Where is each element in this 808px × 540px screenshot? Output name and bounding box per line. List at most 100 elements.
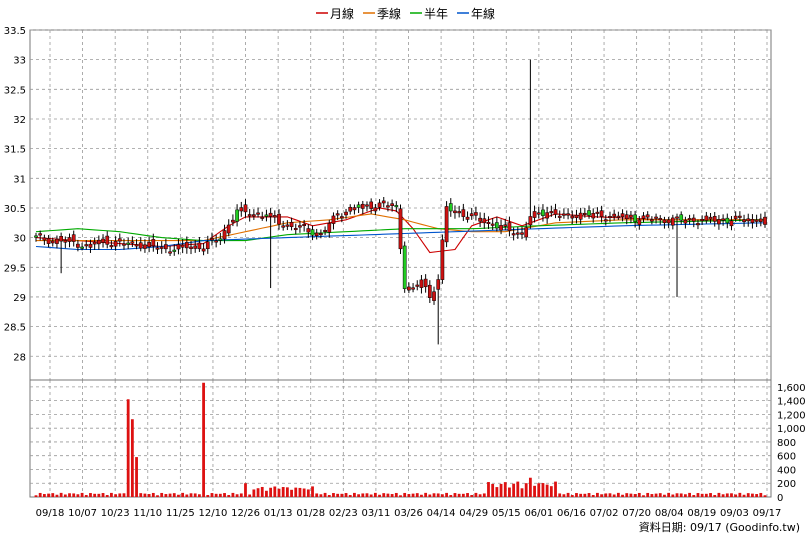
volume-bar <box>399 495 402 497</box>
candle-body <box>444 206 449 243</box>
candle-body <box>742 219 746 222</box>
date-tick-label: 08/19 <box>687 508 716 519</box>
candle-body <box>478 217 482 222</box>
volume-bar <box>621 494 624 497</box>
candle-body <box>109 245 114 248</box>
volume-bar <box>55 494 59 497</box>
volume-bar <box>612 494 616 497</box>
price-tick-label: 32 <box>13 115 26 126</box>
volume-bar <box>206 495 210 497</box>
volume-bar <box>663 494 666 497</box>
candle-body <box>348 206 353 212</box>
volume-bar <box>311 486 314 497</box>
candle-body <box>319 233 323 236</box>
volume-bar <box>579 493 583 497</box>
candle-body <box>524 227 529 238</box>
candle-body <box>683 219 688 224</box>
volume-bar <box>34 495 38 497</box>
candle-body <box>164 244 168 250</box>
candle-body <box>423 278 428 288</box>
candle-body <box>603 219 608 222</box>
volume-bar <box>63 494 67 497</box>
candle-body <box>327 223 332 233</box>
candle-body <box>335 213 340 216</box>
candle-body <box>411 287 415 290</box>
volume-bar <box>277 488 281 497</box>
candle-body <box>256 212 260 215</box>
volume-bar <box>164 494 168 497</box>
volume-bar <box>327 495 331 497</box>
volume-bar <box>445 492 448 497</box>
date-tick-label: 05/15 <box>492 508 521 519</box>
volume-bar <box>172 493 176 497</box>
volume-bar <box>499 483 503 497</box>
volume-bar <box>541 483 545 497</box>
volume-bar <box>700 493 704 497</box>
price-tick-label: 31 <box>13 174 26 185</box>
volume-bar <box>755 494 759 497</box>
candle-body <box>520 232 524 235</box>
candle-body <box>629 214 633 218</box>
candle-body <box>92 241 97 245</box>
volume-bar <box>265 490 268 497</box>
volume-bar <box>470 495 474 497</box>
candle-body <box>612 213 617 217</box>
volume-bar <box>160 492 164 497</box>
candle-body <box>289 222 294 227</box>
volume-bar <box>596 492 599 497</box>
candle-body <box>641 215 646 219</box>
volume-bar <box>696 493 700 497</box>
candle-body <box>42 237 47 241</box>
price-tick-label: 30.5 <box>4 204 26 215</box>
price-tick-label: 30 <box>13 234 26 245</box>
candle-body <box>704 215 709 221</box>
candle-body <box>268 212 273 217</box>
price-tick-label: 28 <box>13 352 26 363</box>
price-tick-label: 32.5 <box>4 85 26 96</box>
candle-body <box>277 213 281 225</box>
volume-bar <box>487 482 490 497</box>
candle-body <box>243 204 248 213</box>
volume-bar <box>570 495 574 497</box>
price-tick-label: 28.5 <box>4 323 26 334</box>
candle-body <box>503 224 508 227</box>
volume-bar <box>608 493 612 497</box>
volume-bar <box>457 493 461 497</box>
volume-bar <box>491 483 495 497</box>
candle-body <box>750 218 755 223</box>
volume-bar <box>583 493 587 497</box>
candle-body <box>38 233 43 236</box>
volume-bar <box>332 493 335 497</box>
candle-body <box>578 212 583 220</box>
volume-bar <box>110 492 113 497</box>
candle-body <box>168 251 172 254</box>
date-tick-label: 07/20 <box>622 508 651 519</box>
candle-body <box>76 243 80 248</box>
candle-body <box>272 215 277 218</box>
candle-body <box>226 224 231 234</box>
candle-body <box>637 219 642 225</box>
volume-bar <box>319 494 323 497</box>
candle-body <box>427 284 432 298</box>
volume-bar <box>671 494 675 497</box>
candle-body <box>360 203 365 209</box>
volume-bar <box>105 495 109 497</box>
date-tick-label: 03/11 <box>361 508 390 519</box>
candle-body <box>448 203 453 212</box>
volume-bar <box>239 493 243 497</box>
candle-body <box>495 222 499 229</box>
candle-body <box>298 225 302 228</box>
candle-body <box>310 229 315 236</box>
candle-body <box>461 209 466 217</box>
volume-bar <box>738 492 742 497</box>
candle-body <box>386 205 390 208</box>
price-tick-label: 31.5 <box>4 145 26 156</box>
candle-body <box>499 225 503 231</box>
volume-bar <box>306 489 310 497</box>
volume-bar <box>482 493 486 497</box>
candle-body <box>482 218 487 224</box>
candle-body <box>205 241 210 249</box>
candle-body <box>381 200 386 204</box>
candle-body <box>608 216 612 219</box>
